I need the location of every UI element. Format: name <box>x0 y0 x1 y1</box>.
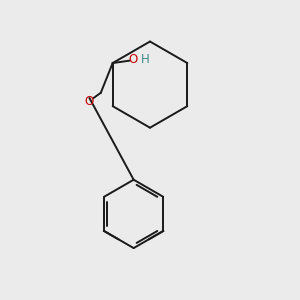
Text: H: H <box>140 53 149 66</box>
Text: O: O <box>128 53 137 66</box>
Text: O: O <box>85 95 94 108</box>
